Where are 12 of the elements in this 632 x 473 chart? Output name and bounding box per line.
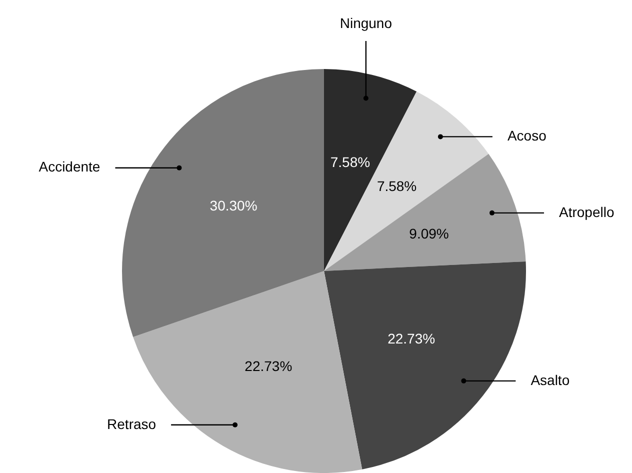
data-label: 22.73% [244, 358, 292, 374]
slice-label: Asalto [530, 372, 570, 388]
slice-label: Retraso [107, 416, 156, 432]
slice-label: Accidente [38, 158, 100, 175]
slice-label: Atropello [559, 204, 614, 220]
data-label: 22.73% [388, 330, 436, 347]
data-label: 9.09% [409, 226, 449, 242]
slice-label: Acoso [507, 128, 547, 144]
data-label: 30.30% [210, 197, 258, 214]
data-label: 7.58% [330, 154, 370, 170]
data-label: 7.58% [376, 178, 417, 194]
slice-label: Ninguno [340, 14, 392, 31]
